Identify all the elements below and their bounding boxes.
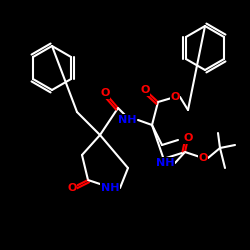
Text: O: O (170, 92, 180, 102)
Text: O: O (100, 88, 110, 98)
Text: O: O (140, 85, 150, 95)
Text: O: O (198, 153, 208, 163)
Text: NH: NH (118, 115, 136, 125)
Text: O: O (183, 133, 193, 143)
Text: NH: NH (101, 183, 119, 193)
Text: NH: NH (156, 158, 174, 168)
Text: O: O (67, 183, 77, 193)
